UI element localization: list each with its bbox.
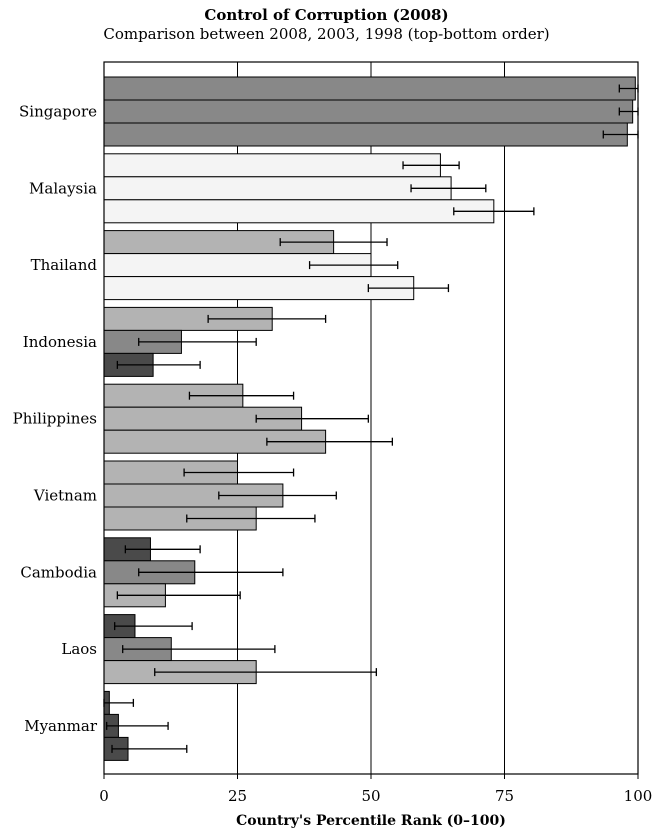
x-axis-label: Country's Percentile Rank (0–100): [236, 813, 506, 829]
error-bar: [116, 591, 241, 600]
error-bar: [111, 744, 188, 753]
category-label: Thailand: [31, 256, 98, 274]
error-bar: [453, 207, 535, 216]
error-bar: [154, 668, 377, 677]
bar-singapore-2008: [103, 76, 636, 101]
bar-malaysia-1998: [103, 199, 495, 224]
x-tick-label: 50: [361, 787, 380, 805]
category-labels: Singapore Malaysia Thailand Indonesia Philip…: [13, 103, 98, 735]
category-label: Philippines: [13, 410, 97, 428]
bar-singapore-1998: [103, 122, 628, 147]
error-bar: [279, 238, 388, 247]
error-bar: [116, 360, 201, 369]
error-bar: [255, 414, 369, 423]
chart-subtitle: Comparison between 2008, 2003, 1998 (top…: [103, 25, 550, 43]
error-bar: [186, 514, 316, 523]
error-bar: [106, 721, 169, 730]
error-bar: [114, 622, 193, 631]
error-bar: [122, 645, 276, 654]
error-bar: [402, 161, 460, 170]
error-bar: [124, 545, 201, 554]
category-label: Malaysia: [29, 179, 97, 197]
bar-malaysia-2008: [103, 153, 441, 178]
error-bars: [103, 84, 639, 753]
category-label: Cambodia: [20, 563, 97, 581]
error-bar: [188, 391, 295, 400]
category-label: Indonesia: [23, 333, 97, 351]
category-label: Laos: [61, 640, 97, 658]
error-bar: [266, 437, 394, 446]
chart-title: Control of Corruption (2008): [204, 6, 449, 24]
error-bar: [367, 284, 450, 293]
x-tick-label: 100: [624, 787, 653, 805]
error-bar: [308, 261, 399, 270]
x-ticks: 0 25 50 75 100: [99, 774, 652, 805]
error-bar: [207, 314, 327, 323]
error-bar: [138, 337, 257, 346]
x-tick-label: 75: [495, 787, 514, 805]
error-bar: [218, 491, 337, 500]
x-tick-label: 25: [228, 787, 247, 805]
category-label: Singapore: [19, 103, 97, 121]
category-label: Myanmar: [24, 717, 98, 735]
error-bar: [410, 184, 487, 193]
error-bar: [138, 568, 284, 577]
bar-malaysia-2003: [103, 176, 452, 201]
bar-singapore-2003: [103, 99, 634, 124]
error-bar: [183, 468, 295, 477]
bars: [103, 76, 636, 761]
x-tick-label: 0: [99, 787, 109, 805]
category-label: Vietnam: [33, 487, 97, 505]
bar-thailand-1998: [103, 276, 415, 301]
